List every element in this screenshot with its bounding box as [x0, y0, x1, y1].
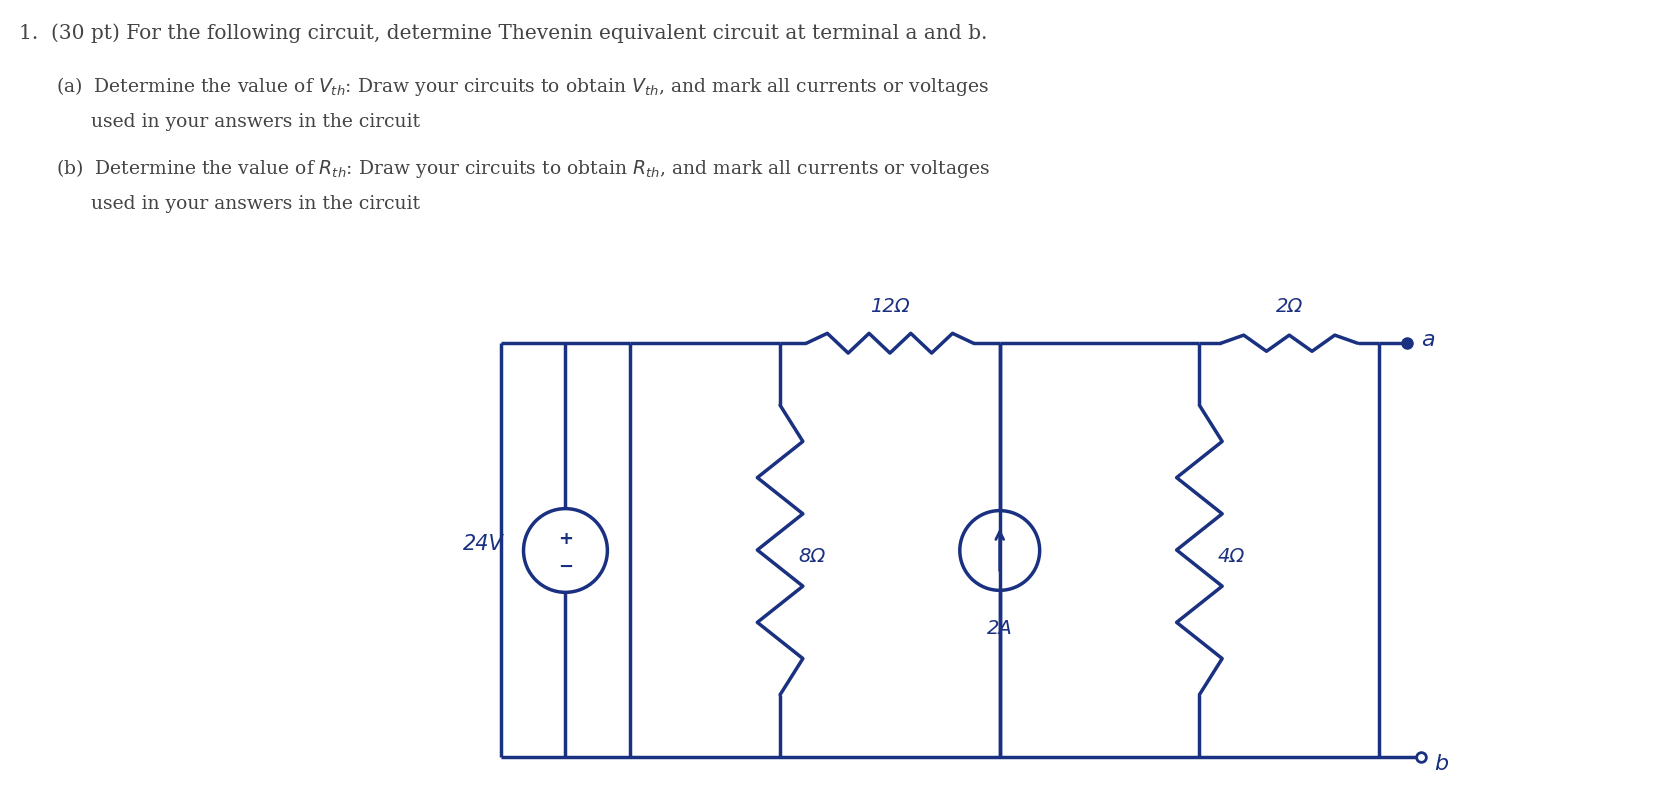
Text: 4Ω: 4Ω	[1217, 546, 1245, 565]
Text: a: a	[1421, 330, 1435, 350]
Text: used in your answers in the circuit: used in your answers in the circuit	[91, 194, 421, 213]
Text: used in your answers in the circuit: used in your answers in the circuit	[91, 113, 421, 131]
Text: −: −	[558, 556, 573, 575]
Text: 2A: 2A	[987, 618, 1012, 638]
Text: b: b	[1435, 752, 1448, 772]
Text: 2Ω: 2Ω	[1275, 297, 1302, 316]
Text: 24V: 24V	[463, 533, 503, 552]
Text: +: +	[558, 529, 573, 547]
Text: (b)  Determine the value of $R_{th}$: Draw your circuits to obtain $R_{th}$, and: (b) Determine the value of $R_{th}$: Dra…	[57, 157, 991, 180]
Text: 8Ω: 8Ω	[798, 546, 825, 565]
Text: 12Ω: 12Ω	[870, 297, 910, 316]
Text: 1.  (30 pt) For the following circuit, determine Thevenin equivalent circuit at : 1. (30 pt) For the following circuit, de…	[20, 23, 987, 43]
Text: (a)  Determine the value of $V_{th}$: Draw your circuits to obtain $V_{th}$, and: (a) Determine the value of $V_{th}$: Dra…	[57, 75, 989, 98]
